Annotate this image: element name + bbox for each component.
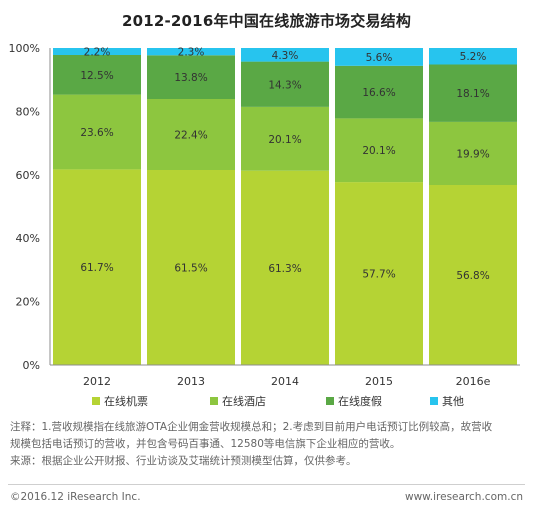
legend-swatch (326, 397, 334, 405)
legend: 在线机票 在线酒店 在线度假 其他 (92, 394, 464, 408)
x-tick-label: 2012 (83, 375, 111, 388)
bar-segment-2 (53, 94, 141, 170)
bar-segment-3 (335, 65, 423, 119)
legend-swatch (430, 397, 438, 405)
note-line-2: 规模包括电话预订的营收，并包含号码百事通、12580等电信旗下企业相应的营收。 (10, 438, 401, 450)
legend-swatch (210, 397, 218, 405)
bar-segment-4 (53, 48, 141, 55)
data-label: 57.7% (362, 269, 395, 281)
bar-segment-3 (241, 61, 329, 107)
bar-segment-2 (147, 99, 235, 170)
note-line-1: 注释：1.营收规模指在线旅游OTA企业佣金营收规模总和；2.考虑到目前用户电话预… (10, 421, 493, 433)
notes: 注释：1.营收规模指在线旅游OTA企业佣金营收规模总和；2.考虑到目前用户电话预… (10, 419, 525, 470)
data-label: 2.3% (178, 47, 205, 59)
plot-area (53, 48, 517, 365)
data-label: 61.7% (80, 262, 113, 274)
data-label: 23.6% (80, 127, 113, 139)
x-tick-label: 2014 (271, 375, 299, 388)
legend-label: 其他 (442, 395, 464, 408)
bar-segment-1 (241, 170, 329, 365)
data-label: 5.2% (460, 51, 487, 63)
axes: 2012 2013 2014 2015 2016e 0% 20% 40% 60% 80% 100% (9, 42, 520, 388)
copyright-text: ©2016.12 iResearch Inc. (10, 491, 141, 503)
data-label: 14.3% (268, 79, 301, 91)
legend-label: 在线酒店 (222, 394, 266, 408)
legend-swatch (92, 397, 100, 405)
y-tick-label: 20% (16, 296, 40, 309)
bar-segment-1 (335, 182, 423, 365)
data-label: 19.9% (456, 148, 489, 160)
bar-segment-4 (429, 48, 517, 65)
data-label: 12.5% (80, 70, 113, 82)
chart-title: 2012-2016年中国在线旅游市场交易结构 (121, 12, 412, 30)
data-label: 4.3% (272, 50, 299, 62)
y-tick-label: 80% (16, 105, 40, 118)
x-tick-label: 2015 (365, 375, 393, 388)
footer-divider (8, 484, 525, 485)
bar-segment-1 (53, 169, 141, 365)
bar-segment-2 (335, 118, 423, 183)
y-tick-label: 100% (9, 42, 40, 55)
bar-segment-1 (429, 184, 517, 365)
bar-segment-4 (147, 48, 235, 56)
bar-segment-1 (147, 170, 235, 365)
source-line: 来源：根据企业公开财报、行业访谈及艾瑞统计预测模型估算，仅供参考。 (10, 455, 357, 467)
y-tick-label: 60% (16, 169, 40, 182)
bar-segment-4 (335, 48, 423, 66)
data-label: 5.6% (366, 52, 393, 64)
data-label: 2.2% (84, 47, 111, 59)
data-labels: 61.7% 23.6% 12.5% 2.2% 61.5% 22.4% 13.8% 2.3% 61… (80, 47, 489, 283)
y-tick-label: 40% (16, 232, 40, 245)
legend-label: 在线机票 (104, 394, 148, 408)
data-label: 20.1% (362, 145, 395, 157)
stacked-bar-chart: 2012 2013 2014 2015 2016e0%20%40%60%80%100% … (9, 42, 520, 408)
website-link[interactable]: www.iresearch.com.cn (404, 491, 523, 503)
bar-segment-2 (429, 121, 517, 185)
data-label: 61.5% (174, 263, 207, 275)
legend-label: 在线度假 (338, 394, 382, 408)
bar-segment-3 (429, 64, 517, 122)
data-label: 61.3% (268, 263, 301, 275)
bar-segment-4 (241, 48, 329, 62)
x-tick-label: 2016e (456, 375, 491, 388)
x-tick-label: 2013 (177, 375, 205, 388)
data-label: 20.1% (268, 134, 301, 146)
data-label: 18.1% (456, 88, 489, 100)
bar-segment-3 (147, 55, 235, 99)
data-label: 13.8% (174, 72, 207, 84)
data-label: 56.8% (456, 270, 489, 282)
data-label: 22.4% (174, 130, 207, 142)
bar-segment-3 (53, 55, 141, 95)
data-label: 16.6% (362, 87, 395, 99)
y-tick-label: 0% (23, 359, 40, 372)
bar-segment-2 (241, 107, 329, 171)
